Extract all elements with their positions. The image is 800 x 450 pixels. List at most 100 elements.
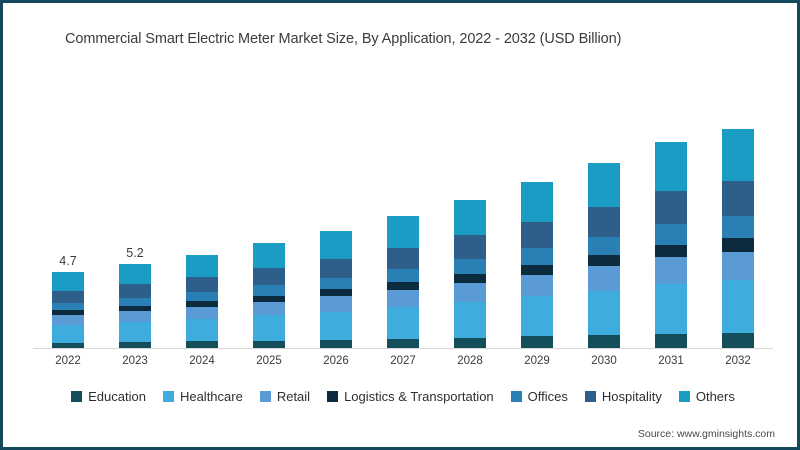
bar-segment[interactable] [387,216,419,248]
bar-segment[interactable] [253,340,285,348]
plot-area: 4.7 5.2 [33,73,773,349]
legend-item[interactable]: Healthcare [162,389,243,404]
bar-segment[interactable] [588,162,620,208]
bar-segment[interactable] [454,259,486,274]
bar-segment[interactable] [655,141,687,192]
bar-segment[interactable] [52,342,84,348]
bar-segment[interactable] [722,129,754,182]
stacked-bar[interactable] [186,254,218,348]
bar-segment[interactable] [588,255,620,267]
legend-label: Logistics & Transportation [344,389,494,404]
bar-segment[interactable] [521,336,553,348]
bar-segment[interactable] [253,268,285,286]
bar-segment[interactable] [320,289,352,297]
legend-item[interactable]: Education [71,389,146,404]
bar-segment[interactable] [655,257,687,285]
bar-segment[interactable] [521,296,553,337]
bar-segment[interactable] [253,285,285,296]
bar-segment[interactable] [387,268,419,282]
bar-slot: 5.2 [106,73,164,348]
bar-segment[interactable] [588,207,620,237]
bar-segment[interactable] [253,301,285,316]
x-axis-tick-label: 2032 [725,355,751,367]
stacked-bar[interactable] [253,243,285,348]
bar-segment[interactable] [655,244,687,258]
bar-segment[interactable] [454,301,486,338]
bar-segment[interactable] [454,199,486,236]
legend-item[interactable]: Others [678,389,735,404]
stacked-bar[interactable] [588,162,620,348]
bar-segment[interactable] [320,230,352,259]
bar-segment[interactable] [320,311,352,340]
bar-segment[interactable] [387,281,419,290]
bar-segment[interactable] [655,191,687,225]
bar-segment[interactable] [588,290,620,335]
bar-segment[interactable] [186,254,218,278]
bar-segment[interactable] [722,216,754,239]
bar-slot [575,73,633,348]
bar-segment[interactable] [119,311,151,323]
bar-segment[interactable] [588,266,620,291]
bar-segment[interactable] [186,319,218,342]
bar-segment[interactable] [588,236,620,256]
bar-segment[interactable] [387,338,419,348]
bar-segment[interactable] [253,243,285,269]
bar-segment[interactable] [521,221,553,249]
bar-segment[interactable] [253,295,285,302]
bar-segment[interactable] [454,273,486,283]
bar-segment[interactable] [521,248,553,265]
bar-segment[interactable] [521,264,553,275]
bar-segment[interactable] [320,296,352,312]
bar-segment[interactable] [722,238,754,252]
stacked-bar[interactable] [521,182,553,348]
legend-item[interactable]: Logistics & Transportation [327,389,494,404]
bar-segment[interactable] [186,301,218,307]
bar-segment[interactable] [655,333,687,348]
bar-segment[interactable] [387,247,419,269]
bar-segment[interactable] [454,282,486,302]
bar-segment[interactable] [454,337,486,348]
bar-segment[interactable] [119,322,151,343]
bar-segment[interactable] [722,251,754,281]
bar-segment[interactable] [722,181,754,217]
bar-segment[interactable] [119,264,151,285]
bar-segment[interactable] [454,235,486,259]
bar-segment[interactable] [52,324,84,343]
bar-segment[interactable] [52,290,84,303]
bar-segment[interactable] [186,341,218,348]
bar-segment[interactable] [119,284,151,298]
stacked-bar[interactable] [722,129,754,348]
stacked-bar[interactable] [52,272,84,348]
stacked-bar[interactable] [320,230,352,348]
bar-segment[interactable] [722,332,754,348]
bar-segment[interactable] [52,272,84,291]
legend-item[interactable]: Retail [259,389,310,404]
stacked-bar[interactable] [387,216,419,348]
bar-segment[interactable] [186,306,218,320]
bar-segment[interactable] [52,314,84,325]
bar-segment[interactable] [52,310,84,315]
bar-segment[interactable] [320,339,352,348]
stacked-bar[interactable] [655,141,687,348]
bar-segment[interactable] [119,306,151,312]
bar-segment[interactable] [119,342,151,348]
bar-segment[interactable] [253,315,285,341]
bar-segment[interactable] [320,277,352,290]
legend-item[interactable]: Offices [510,389,568,404]
bar-segment[interactable] [521,274,553,297]
bar-segment[interactable] [52,302,84,311]
bar-segment[interactable] [186,292,218,302]
bar-segment[interactable] [722,280,754,333]
bar-segment[interactable] [387,306,419,339]
stacked-bar[interactable] [119,264,151,348]
legend-item[interactable]: Hospitality [584,389,662,404]
bar-segment[interactable] [521,182,553,222]
bar-segment[interactable] [655,224,687,245]
bar-segment[interactable] [588,334,620,348]
stacked-bar[interactable] [454,199,486,348]
bar-segment[interactable] [655,284,687,334]
bar-segment[interactable] [320,258,352,278]
bar-segment[interactable] [387,289,419,307]
bar-segment[interactable] [186,277,218,293]
bar-segment[interactable] [119,297,151,307]
